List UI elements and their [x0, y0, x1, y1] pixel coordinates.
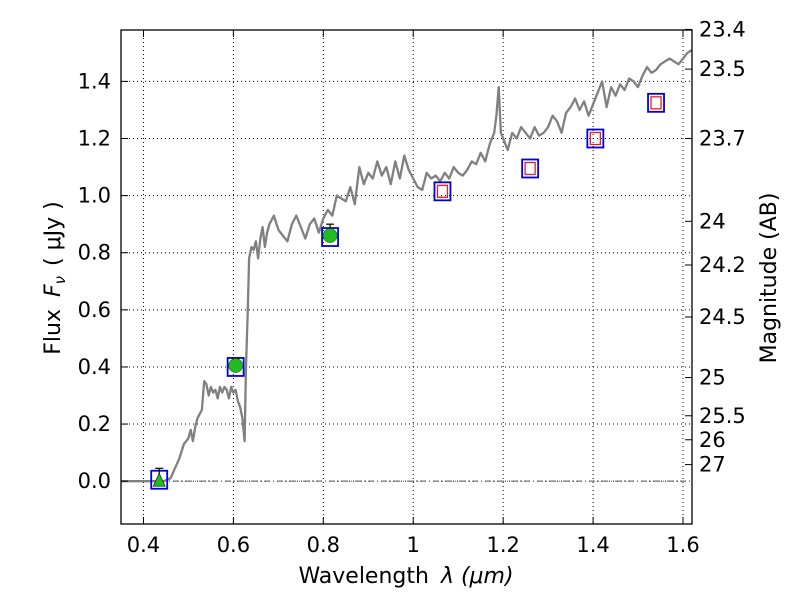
x-tick-label: 0.6	[217, 533, 250, 557]
photometry-triangle	[152, 472, 166, 487]
y-axis-label: FluxFν( μJy )	[41, 201, 69, 354]
spectrum-line	[121, 49, 693, 483]
x-tick-label: 1.2	[486, 533, 519, 557]
model-point-box	[433, 181, 452, 202]
right-tick-label: 23.4	[699, 17, 746, 41]
y-tick-label: 0.2	[78, 412, 111, 436]
y-tick-label: 0.0	[78, 469, 111, 493]
model-point-box	[647, 92, 665, 113]
model-point-inner-box	[650, 96, 662, 110]
x-tick-label: 0.4	[127, 533, 160, 557]
y-tick-label: 1.4	[78, 69, 111, 93]
model-point-inner-box	[589, 131, 601, 146]
plot-frame	[120, 29, 693, 525]
model-point-box	[521, 158, 540, 179]
x-axis-label: Wavelength λ (μm)	[298, 564, 513, 589]
right-tick-label: 23.7	[699, 127, 746, 151]
right-axis-label: Magnitude (AB)	[757, 193, 782, 364]
x-tick-label: 1.6	[666, 533, 699, 557]
right-tick-label: 25.5	[699, 404, 746, 428]
photometry-point	[228, 358, 243, 373]
right-tick-label: 25	[699, 366, 726, 390]
right-tick-label: 24.5	[699, 305, 746, 329]
photometry-point	[322, 228, 338, 243]
x-tick-label: 1	[407, 533, 420, 557]
y-tick-label: 1.0	[78, 184, 111, 208]
photometry-series	[152, 223, 338, 487]
right-tick-label: 26	[699, 428, 726, 452]
spectrum-series	[121, 49, 693, 483]
y-tick-label: 0.4	[78, 355, 111, 379]
y-axis-ticks: 0.0 0.2 0.4 0.6 0.8 1.0 1.2 1.4	[78, 69, 128, 493]
y-tick-label: 0.6	[78, 298, 111, 322]
y-tick-label: 1.2	[78, 127, 111, 151]
right-tick-label: 23.5	[699, 57, 746, 81]
model-point-inner-box	[436, 184, 449, 198]
model-point-box	[586, 128, 605, 149]
y-tick-label: 0.8	[78, 241, 111, 265]
right-tick-label: 24.2	[699, 253, 746, 277]
model-photometry-series	[150, 92, 665, 490]
x-tick-label: 1.4	[576, 533, 609, 557]
model-point-inner-box	[524, 161, 536, 176]
x-axis-ticks: 0.4 0.6 0.8 1 1.2 1.4 1.6	[127, 30, 700, 557]
right-tick-label: 24	[699, 209, 726, 233]
x-tick-label: 0.8	[307, 533, 340, 557]
right-tick-label: 27	[699, 453, 726, 477]
